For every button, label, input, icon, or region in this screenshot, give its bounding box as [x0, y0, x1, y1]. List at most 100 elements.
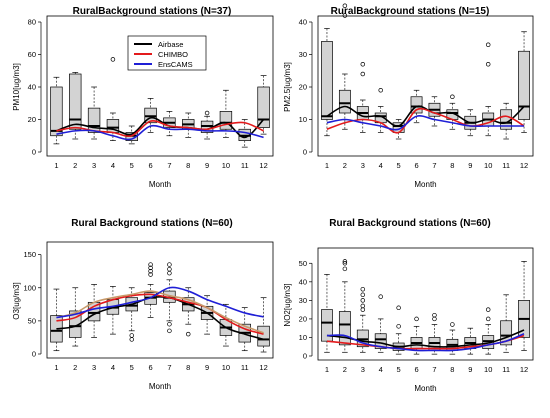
x-tick-label: 10	[484, 365, 492, 374]
x-axis-label: Month	[414, 384, 436, 393]
box-month-8	[182, 287, 195, 337]
x-tick-label: 9	[205, 161, 209, 170]
iqr-box	[257, 86, 270, 128]
chart-panel-4: Rural Background stations (N=60) 0 10 20 30 4…	[283, 218, 534, 393]
plot-frame	[46, 241, 274, 359]
y-axis: 0 10 20 30 40	[299, 18, 313, 157]
iqr-box	[518, 50, 530, 120]
y-tick-label: 30	[299, 50, 307, 59]
iqr-box	[257, 325, 270, 347]
y-tick-label: 50	[299, 259, 307, 268]
outlier-point	[342, 266, 348, 272]
outlier-point	[148, 272, 153, 277]
outlier-point	[360, 298, 366, 303]
y-tick-label: 0	[32, 148, 36, 157]
chart-panel-3: Rural Background stations (N=60)05010015…	[12, 218, 274, 391]
y-tick-label: 60	[28, 50, 36, 59]
x-tick-label: 3	[92, 161, 96, 170]
outlier-point	[342, 3, 348, 8]
x-tick-label: 9	[468, 365, 472, 374]
iqr-box	[321, 41, 333, 120]
iqr-box	[410, 96, 423, 114]
outlier-point	[342, 261, 348, 266]
x-tick-label: 1	[54, 161, 58, 170]
x-tick-label: 1	[325, 161, 329, 170]
y-axis-label: NO2[ug/m3]	[283, 283, 292, 326]
outlier-point	[450, 94, 455, 99]
y-axis-label: O3[ug/m3]	[12, 282, 21, 319]
x-tick-label: 4	[111, 363, 115, 372]
x-tick-label: 2	[73, 363, 77, 372]
series-line-chimbo	[326, 107, 525, 134]
iqr-box	[338, 89, 351, 114]
x-tick-label: 4	[379, 161, 383, 170]
x-tick-label: 1	[54, 363, 58, 372]
outlier-point	[342, 259, 348, 264]
series-line-enscams	[326, 333, 525, 352]
series-line-airbase	[56, 296, 264, 341]
legend-entry: CHIMBO	[158, 50, 188, 59]
y-axis-label: PM2.5[ug/m3]	[283, 62, 292, 112]
x-tick-label: 9	[205, 363, 209, 372]
plot-frame	[317, 15, 534, 157]
x-tick-label: 2	[343, 365, 347, 374]
x-tick-label: 10	[222, 161, 230, 170]
outlier-point	[485, 61, 491, 67]
outlier-point	[360, 307, 366, 312]
x-axis: 1 2 3 4 5 6 7 8 9 10 11 12	[325, 161, 528, 170]
outlier-point	[129, 333, 135, 338]
iqr-box	[219, 111, 233, 130]
y-tick-label: 0	[32, 350, 36, 359]
x-tick-label: 12	[259, 363, 267, 372]
y-tick-label: 30	[299, 296, 307, 305]
x-tick-label: 7	[432, 365, 436, 374]
x-tick-label: 5	[397, 161, 401, 170]
outlier-point	[432, 312, 437, 318]
legend-entry: EnsCAMS	[158, 60, 193, 69]
y-tick-label: 50	[28, 316, 36, 325]
x-tick-label: 3	[361, 161, 365, 170]
box-month-2	[338, 3, 351, 130]
box-month-10	[482, 307, 495, 355]
outlier-point	[432, 316, 437, 322]
x-tick-label: 5	[130, 161, 134, 170]
box-month-1	[321, 28, 333, 137]
x-tick-label: 5	[130, 363, 134, 372]
chart-title: RuralBackground stations (N=37)	[73, 6, 232, 17]
x-tick-label: 8	[186, 161, 190, 170]
legend-entry: Airbase	[158, 40, 183, 49]
y-tick-label: 40	[299, 277, 307, 286]
x-tick-label: 8	[186, 363, 190, 372]
outlier-point	[360, 286, 366, 292]
y-axis-label: PM10[ug/m3]	[12, 63, 21, 111]
x-tick-label: 10	[484, 161, 492, 170]
outlier-point	[360, 61, 366, 67]
box-month-3	[356, 286, 369, 353]
iqr-box	[500, 320, 513, 346]
box-month-12	[257, 297, 270, 353]
x-tick-label: 12	[520, 161, 528, 170]
model-series	[326, 105, 525, 134]
y-axis: 0 20 40 60 80	[28, 18, 42, 157]
boxplots	[50, 262, 270, 353]
box-month-11	[500, 294, 513, 353]
y-tick-label: 20	[299, 314, 307, 323]
outlier-point	[167, 262, 172, 267]
x-tick-label: 12	[520, 365, 528, 374]
x-tick-label: 7	[167, 363, 171, 372]
box-month-4	[374, 294, 387, 353]
x-axis-label: Month	[149, 382, 171, 391]
chart-title: RuralBackground stations (N=15)	[331, 6, 490, 17]
outlier-point	[485, 42, 491, 47]
outlier-point	[148, 268, 153, 274]
boxplots	[50, 57, 270, 148]
chart-title: Rural Background stations (N=60)	[71, 218, 232, 229]
chart-panel-2: RuralBackground stations (N=15) 010203040…	[283, 3, 534, 189]
iqr-box	[87, 107, 101, 133]
x-tick-label: 2	[73, 161, 77, 170]
outlier-point	[186, 331, 191, 337]
iqr-box	[69, 310, 82, 338]
y-tick-label: 80	[28, 18, 36, 27]
box-month-9	[200, 110, 214, 140]
